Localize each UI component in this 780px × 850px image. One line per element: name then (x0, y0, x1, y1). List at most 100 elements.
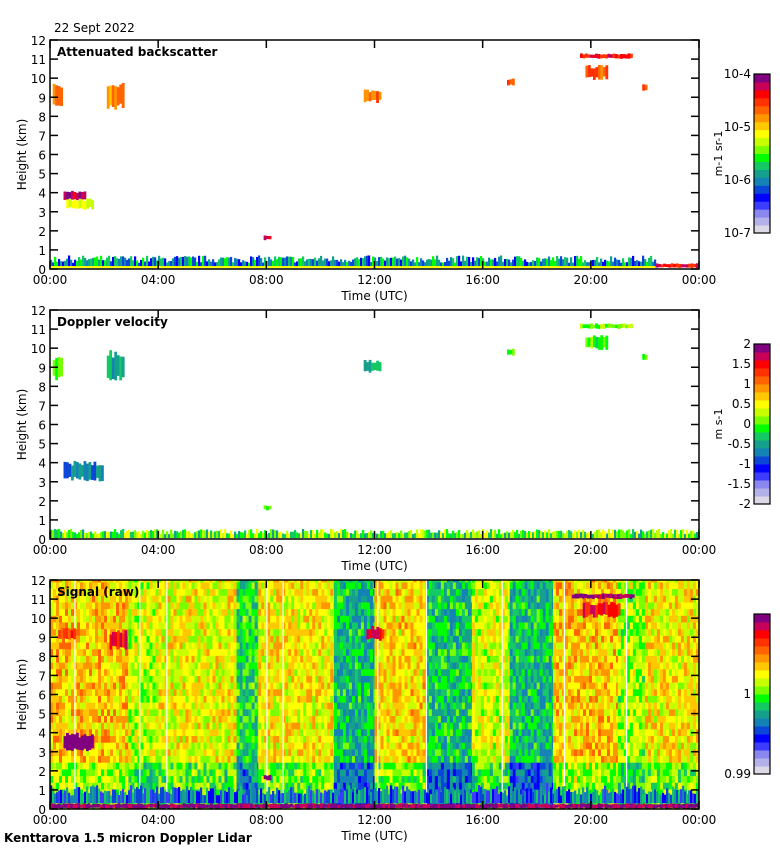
signal-cell (203, 635, 207, 643)
feature-9 (498, 529, 501, 539)
signal-cell (59, 722, 63, 730)
signal-cell (137, 762, 141, 770)
signal-cell (242, 782, 246, 790)
signal-cell (131, 682, 135, 690)
signal-cell (345, 621, 350, 630)
signal-cell (152, 588, 156, 596)
signal-cell (224, 580, 228, 583)
signal-cell (68, 728, 72, 737)
feature-10 (224, 258, 227, 269)
signal-cell (152, 668, 156, 676)
signal-cell (161, 748, 165, 757)
signal-cell (74, 682, 78, 690)
signal-cell (324, 755, 328, 763)
signal-cell (339, 735, 344, 743)
feature-9 (470, 531, 473, 539)
signal-cell (233, 642, 237, 650)
signal-cell (230, 768, 234, 777)
signal-cell (279, 581, 283, 590)
signal-cell (267, 748, 271, 757)
feature-9 (248, 529, 251, 539)
signal-cell (374, 755, 378, 763)
feature-9 (392, 533, 395, 539)
signal-cell (321, 782, 325, 790)
signal-cell (176, 635, 180, 643)
signal-cell (53, 642, 57, 650)
feature-1 (111, 85, 115, 108)
signal-cell (182, 642, 186, 650)
signal-cell (327, 695, 331, 703)
signal-cell (134, 601, 138, 610)
signal-cell (230, 722, 234, 730)
signal-cell (206, 581, 210, 590)
signal-cell (261, 608, 265, 616)
signal-cell (236, 675, 240, 683)
signal-cell (330, 682, 334, 690)
signal-cell (354, 615, 359, 623)
signal-cell (146, 722, 150, 730)
signal-cell (116, 580, 120, 583)
signal-cell (363, 635, 368, 643)
feature-10 (170, 260, 173, 269)
signal-cell (333, 755, 338, 763)
feature-10 (286, 256, 289, 269)
signal-cell (374, 621, 378, 630)
signal-cell (245, 635, 249, 643)
signal-cell (182, 608, 186, 616)
signal-cell (294, 688, 298, 696)
signal-cell (74, 688, 78, 696)
signal-cell (273, 608, 277, 616)
signal-cell (113, 775, 117, 783)
feature-9 (78, 532, 81, 539)
signal-cell (170, 581, 174, 590)
feature-10 (142, 257, 145, 269)
signal-cell (306, 715, 310, 723)
signal-cell (248, 682, 252, 690)
signal-cell (285, 648, 289, 656)
feature-10 (398, 258, 401, 269)
signal-cell (254, 581, 258, 590)
signal-cell (366, 748, 371, 757)
signal-cell (149, 775, 153, 783)
signal-cell (258, 580, 262, 583)
feature-9 (150, 529, 153, 539)
feature-10 (354, 258, 357, 269)
signal-cell (363, 601, 368, 610)
signal-cell (197, 615, 201, 623)
signal-cell (333, 628, 338, 636)
signal-cell (185, 662, 189, 670)
signal-cell (306, 635, 310, 643)
signal-cell (185, 702, 189, 710)
signal-cell (333, 581, 338, 590)
signal-cell (155, 695, 159, 703)
signal-cell (86, 621, 90, 630)
signal-cell (351, 682, 356, 690)
feature-10 (178, 257, 181, 269)
signal-cell (248, 675, 252, 683)
signal-cell (191, 668, 195, 676)
signal-cell (348, 682, 353, 690)
signal-cell (363, 608, 368, 616)
signal-cell (351, 601, 356, 610)
signal-cell (119, 682, 123, 690)
colorbar-swatch (754, 161, 770, 170)
signal-cell (209, 782, 213, 790)
signal-cell (360, 635, 365, 643)
signal-cell (327, 742, 331, 750)
signal-cell (185, 648, 189, 656)
signal-cell (197, 768, 201, 777)
signal-cell (134, 695, 138, 703)
feature-9 (488, 532, 491, 539)
feature-9 (302, 528, 305, 539)
signal-cell (315, 748, 319, 757)
signal-cell (336, 628, 341, 636)
signal-cell (321, 788, 325, 797)
signal-cell (273, 715, 277, 723)
feature-9 (526, 532, 529, 539)
signal-cell (164, 782, 168, 790)
signal-cell (324, 588, 328, 596)
signal-cell (188, 608, 192, 616)
signal-cell (101, 668, 105, 676)
feature-9 (496, 533, 499, 539)
signal-cell (188, 655, 192, 663)
